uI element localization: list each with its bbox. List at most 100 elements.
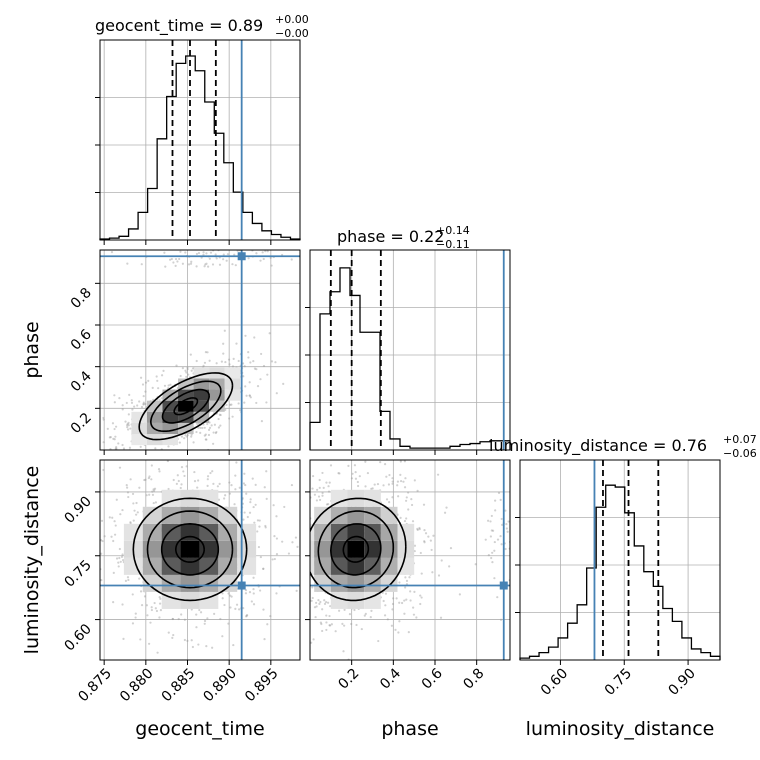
sample-point — [78, 546, 80, 548]
sample-point — [327, 601, 330, 604]
title-luminosity-distance-minus: −0.06 — [723, 447, 757, 460]
sample-point — [230, 403, 233, 406]
sample-point — [408, 576, 411, 579]
sample-point — [266, 373, 269, 376]
sample-point — [140, 263, 143, 266]
sample-point — [343, 624, 346, 627]
sample-point — [366, 471, 370, 475]
sample-point — [249, 396, 252, 399]
sample-point — [270, 360, 274, 363]
sample-point — [310, 641, 313, 644]
sample-point — [238, 608, 241, 611]
sample-point — [489, 535, 492, 538]
sample-point — [203, 619, 207, 623]
sample-point — [122, 637, 125, 640]
density-cell — [224, 389, 241, 401]
contour-level — [160, 522, 220, 576]
sample-point — [205, 262, 208, 265]
sample-point — [325, 481, 328, 484]
title-phase-plus: +0.14 — [436, 224, 470, 237]
sample-point — [340, 453, 342, 455]
sample-point — [290, 615, 292, 617]
density-cell — [218, 506, 238, 524]
sample-point — [302, 594, 304, 596]
sample-point — [163, 384, 167, 387]
sample-point — [399, 479, 403, 483]
density-cell — [380, 540, 398, 558]
sample-point — [415, 616, 418, 619]
sample-point — [195, 252, 199, 256]
sample-point — [132, 519, 135, 522]
sample-point — [413, 549, 416, 553]
x-tick-label: 0.880 — [117, 666, 157, 706]
y-tick-label: 0.2 — [68, 410, 95, 437]
sample-point — [202, 253, 205, 256]
scatter-panel-geocent_time-phase: 0.2 0.4 0.6 0.8 — [68, 249, 301, 455]
sample-point — [403, 612, 406, 615]
sample-point — [282, 573, 284, 575]
sample-point — [243, 511, 246, 514]
density-cell — [347, 540, 365, 558]
sample-point — [405, 496, 408, 499]
sample-point — [172, 261, 175, 264]
sample-point — [232, 357, 235, 360]
sample-point — [329, 605, 332, 608]
sample-point — [325, 621, 328, 624]
sample-point — [306, 575, 308, 577]
sample-point — [504, 509, 507, 512]
sample-point — [292, 574, 294, 576]
sample-point — [229, 606, 232, 609]
sample-point — [185, 435, 188, 438]
sample-point — [144, 381, 148, 384]
sample-point — [293, 536, 295, 538]
histogram-luminosity_distance — [519, 484, 721, 660]
density-cell — [364, 506, 381, 524]
sample-point — [305, 598, 307, 600]
sample-point — [419, 551, 422, 555]
sample-point — [117, 442, 120, 445]
sample-point — [258, 596, 260, 598]
sample-point — [153, 601, 156, 605]
sample-point — [180, 483, 183, 486]
sample-point — [211, 646, 214, 649]
density-cell — [310, 523, 315, 541]
sample-point — [262, 538, 264, 540]
sample-point — [458, 593, 461, 596]
sample-point — [397, 631, 400, 634]
sample-point — [113, 394, 116, 397]
sample-point — [134, 612, 137, 615]
sample-point — [314, 615, 317, 619]
sample-point — [251, 477, 254, 480]
sample-point — [184, 433, 187, 437]
sample-point — [250, 600, 253, 603]
sample-point — [210, 424, 213, 427]
sample-point — [213, 612, 216, 615]
sample-point — [183, 474, 186, 478]
sample-point — [311, 596, 314, 600]
sample-point — [102, 416, 105, 420]
sample-point — [201, 426, 204, 430]
sample-point — [118, 397, 121, 400]
sample-point — [398, 620, 401, 623]
sample-point — [190, 639, 193, 642]
sample-point — [311, 586, 314, 589]
sample-point — [113, 520, 116, 523]
sample-point — [312, 638, 315, 641]
sample-point — [279, 570, 281, 572]
sample-point — [385, 475, 388, 478]
sample-point — [288, 569, 290, 571]
sample-point — [208, 257, 211, 260]
sample-point — [325, 628, 328, 632]
sample-point — [231, 263, 234, 266]
sample-point — [261, 251, 264, 254]
sample-point — [227, 622, 230, 625]
sample-point — [158, 398, 161, 401]
sample-point — [127, 495, 130, 499]
sample-point — [186, 368, 189, 371]
sample-point — [324, 600, 328, 604]
sample-point — [185, 465, 188, 468]
sample-point — [193, 470, 196, 474]
sample-point — [190, 433, 193, 436]
sample-point — [233, 253, 236, 256]
sample-point — [403, 599, 406, 602]
